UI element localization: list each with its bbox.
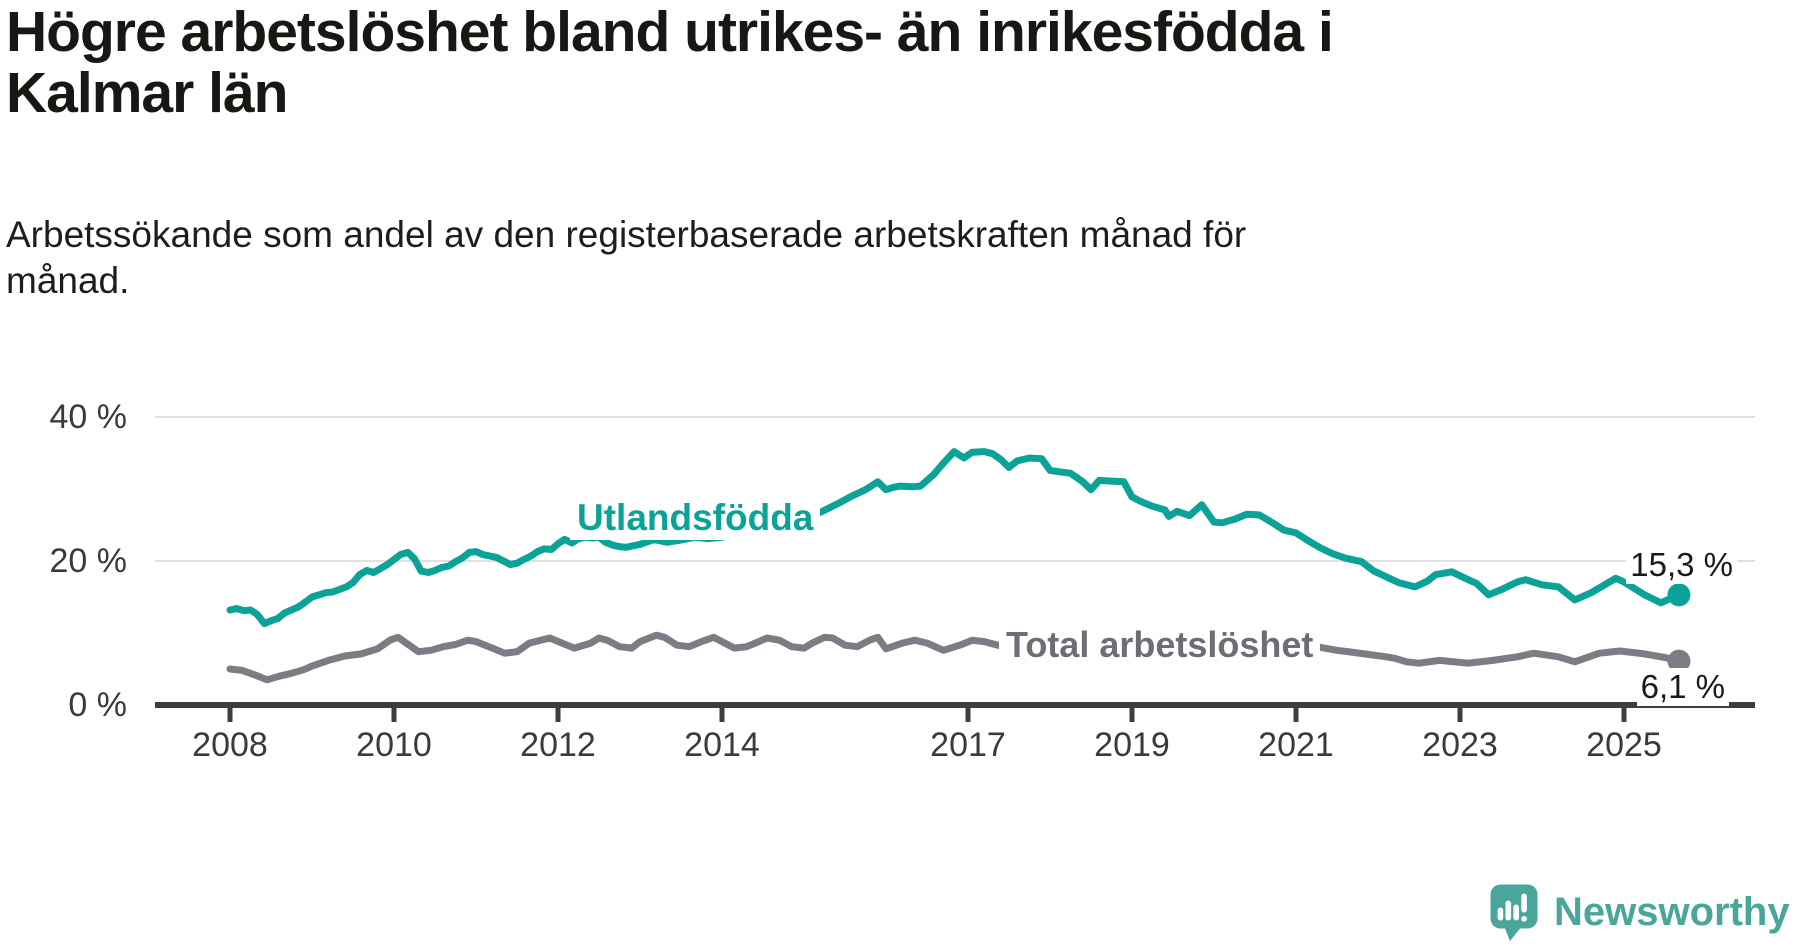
x-axis-tick-label: 2017 — [930, 726, 1006, 764]
series-line-total-arbetsloshet — [226, 631, 1683, 684]
chart-subtitle-line2: månad. — [6, 260, 130, 301]
x-axis-tick-label: 2014 — [684, 726, 760, 764]
chart-subtitle-line1: Arbetssökande som andel av den registerb… — [6, 214, 1247, 255]
speech-bubble-bar-chart-icon — [1490, 884, 1538, 941]
series-end-dot-total-arbetsloshet — [1667, 649, 1691, 673]
y-axis-tick-label: 40 % — [49, 398, 128, 436]
end-value-label-utlandsfodda: 15,3 % — [1626, 546, 1737, 584]
newsworthy-branding: Newsworthy — [1490, 884, 1790, 941]
chart-title: Högre arbetslöshet bland utrikes- än inr… — [6, 2, 1646, 124]
x-axis-tick-label: 2008 — [192, 726, 268, 764]
newsworthy-wordmark: Newsworthy — [1554, 890, 1790, 934]
y-axis-tick-label: 20 % — [49, 542, 128, 580]
y-axis-tick-label: 0 % — [68, 686, 127, 724]
series-label-total-arbetsloshet: Total arbetslöshet — [999, 623, 1321, 667]
series-line-utlandsfodda — [226, 448, 1683, 628]
x-axis-tick-label: 2010 — [356, 726, 432, 764]
x-axis-tick-label: 2019 — [1094, 726, 1170, 764]
x-axis-tick-label: 2023 — [1422, 726, 1498, 764]
chart-title-line2: Kalmar län — [6, 61, 288, 125]
chart-subtitle: Arbetssökande som andel av den registerb… — [6, 212, 1526, 304]
x-axis-tick-label: 2012 — [520, 726, 596, 764]
x-axis-tick-label: 2025 — [1586, 726, 1662, 764]
x-axis-tick-label: 2021 — [1258, 726, 1334, 764]
series-label-utlandsfodda: Utlandsfödda — [570, 496, 821, 540]
series-end-dot-utlandsfodda — [1667, 583, 1691, 607]
end-value-label-total: 6,1 % — [1636, 668, 1729, 706]
chart-title-line1: Högre arbetslöshet bland utrikes- än inr… — [6, 0, 1334, 64]
